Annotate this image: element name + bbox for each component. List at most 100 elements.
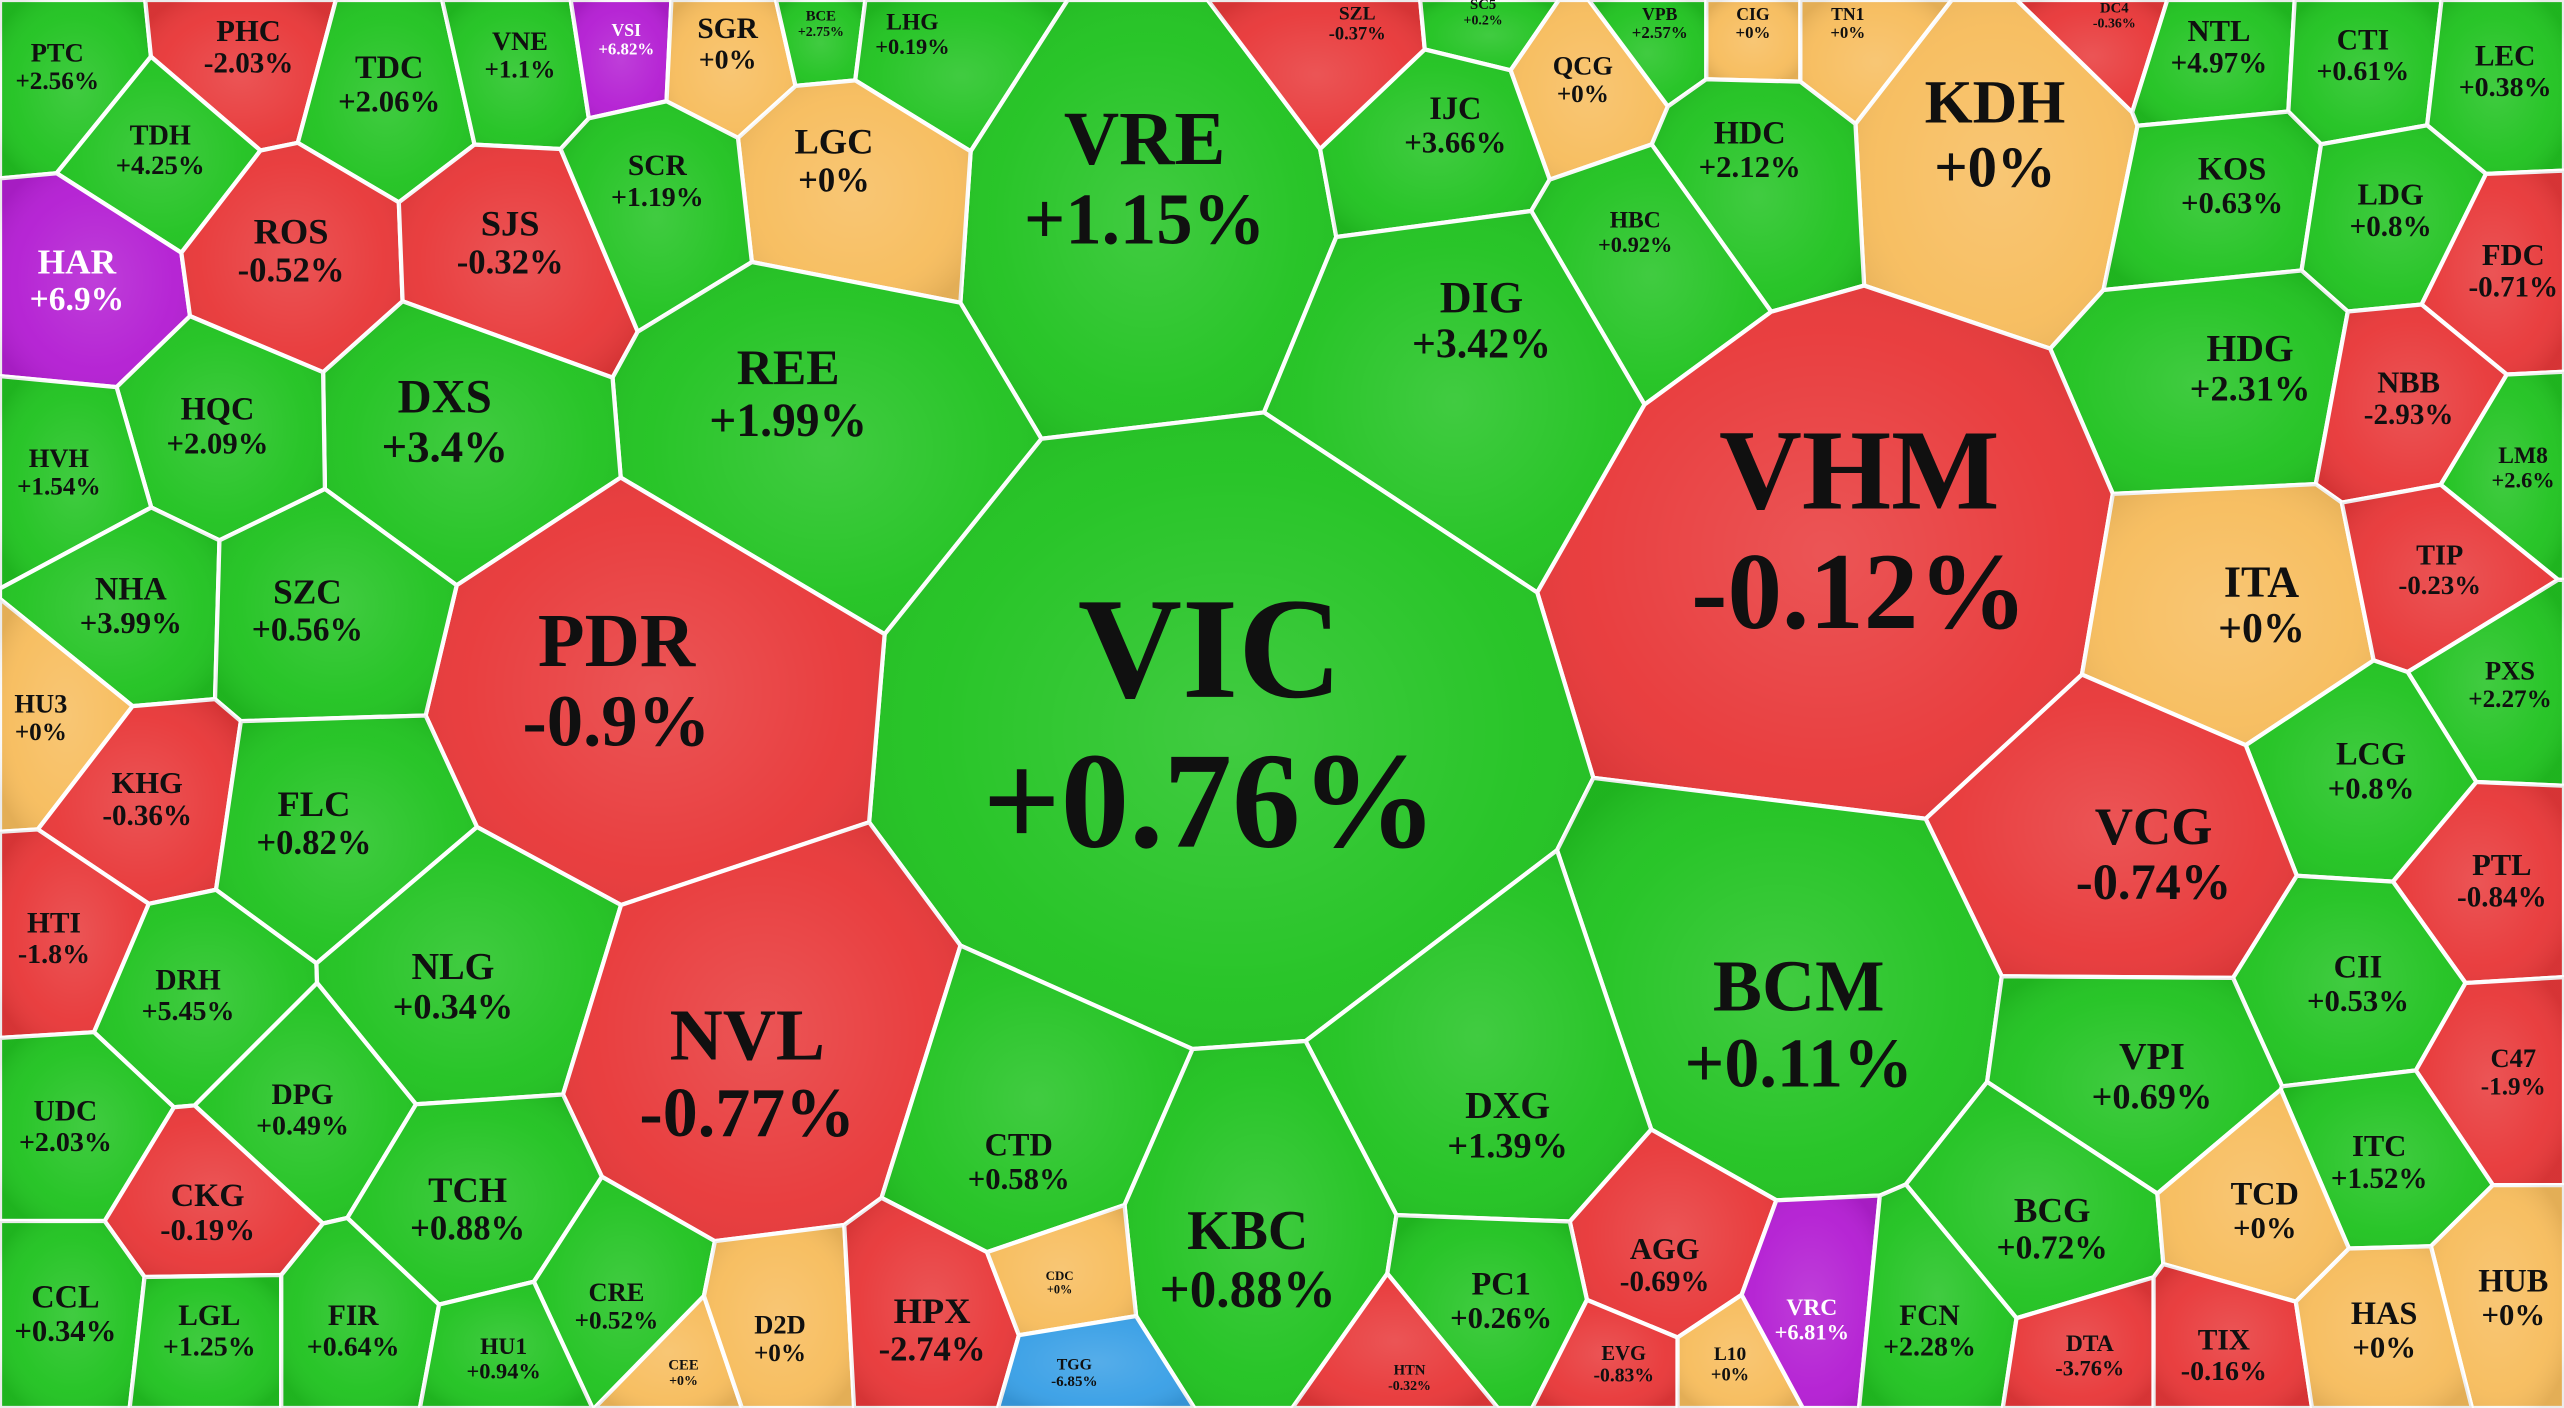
change-label: +0.34% <box>393 987 514 1027</box>
change-label: +0.38% <box>2459 72 2552 103</box>
ticker-label: LGL <box>178 1300 240 1332</box>
ticker-label: LEC <box>2475 41 2536 73</box>
ticker-label: FDC <box>2482 238 2545 272</box>
ticker-label: VRC <box>1786 1295 1837 1321</box>
change-label: +0.63% <box>2181 186 2283 220</box>
ticker-label: SZC <box>273 573 342 612</box>
ticker-label: NVL <box>670 993 825 1075</box>
change-label: +3.4% <box>382 421 508 471</box>
ticker-label: HTI <box>27 907 81 939</box>
ticker-label: SC5 <box>1470 0 1496 13</box>
change-label: +1.54% <box>17 474 101 501</box>
change-label: +0.88% <box>1159 1261 1335 1319</box>
change-label: +2.28% <box>1883 1331 1976 1362</box>
change-label: +6.82% <box>598 39 654 58</box>
ticker-label: LM8 <box>2498 443 2548 469</box>
change-label: +2.75% <box>798 25 844 40</box>
change-label: +3.66% <box>1404 125 1506 159</box>
ticker-label: VRE <box>1064 96 1226 181</box>
ticker-label: DXG <box>1465 1085 1550 1127</box>
change-label: -0.9% <box>523 681 711 762</box>
change-label: +0.76% <box>983 725 1438 877</box>
ticker-label: PXS <box>2485 656 2535 686</box>
change-label: +2.03% <box>19 1127 112 1158</box>
ticker-label: HDC <box>1714 115 1786 151</box>
change-label: +1.52% <box>2331 1163 2428 1195</box>
ticker-label: AGG <box>1630 1232 1700 1266</box>
change-label: +4.97% <box>2171 48 2268 80</box>
change-label: +0% <box>1830 23 1865 42</box>
change-label: +0.26% <box>1450 1301 1552 1335</box>
change-label: -0.36% <box>2093 17 2136 32</box>
ticker-label: KDH <box>1925 68 2066 136</box>
ticker-label: PC1 <box>1471 1267 1530 1303</box>
ticker-label: PTL <box>2472 848 2531 882</box>
change-label: +0.53% <box>2307 984 2409 1018</box>
change-label: +0% <box>2218 606 2305 652</box>
change-label: +3.99% <box>80 606 182 640</box>
change-label: +1.25% <box>163 1331 256 1362</box>
ticker-label: KOS <box>2198 151 2266 187</box>
change-label: +0.92% <box>1598 232 1672 257</box>
change-label: +0% <box>2352 1331 2416 1365</box>
change-label: +0.82% <box>256 824 371 862</box>
ticker-label: DIG <box>1440 273 1523 322</box>
ticker-label: SCR <box>628 150 688 182</box>
change-label: -0.12% <box>1691 531 2027 652</box>
change-label: +0% <box>1047 1283 1072 1297</box>
ticker-label: HAS <box>2351 1296 2418 1332</box>
change-label: +0% <box>2481 1298 2545 1332</box>
change-label: +0.64% <box>307 1331 400 1362</box>
ticker-label: TDC <box>355 50 423 86</box>
ticker-label: HAR <box>38 242 117 281</box>
ticker-label: EVG <box>1601 1343 1646 1365</box>
ticker-label: CKG <box>171 1178 245 1214</box>
ticker-label: DTA <box>2066 1331 2114 1357</box>
ticker-label: DRH <box>155 965 220 997</box>
change-label: +0.72% <box>1997 1229 2108 1266</box>
change-label: -0.83% <box>1594 1365 1654 1386</box>
ticker-label: HVH <box>29 443 90 473</box>
ticker-label: REE <box>737 339 840 395</box>
ticker-label: TIX <box>2198 1324 2250 1356</box>
ticker-label: VCG <box>2095 798 2213 856</box>
ticker-label: VIC <box>1078 569 1342 729</box>
ticker-label: QCG <box>1553 51 1613 81</box>
ticker-label: TCD <box>2231 1177 2299 1213</box>
ticker-label: HBC <box>1610 208 1661 234</box>
change-label: +0.8% <box>2328 771 2415 805</box>
change-label: +0.49% <box>256 1111 349 1142</box>
ticker-label: LGC <box>794 122 873 162</box>
ticker-label: FLC <box>277 784 350 824</box>
change-label: +2.31% <box>2190 369 2311 409</box>
ticker-label: CTD <box>985 1128 1053 1164</box>
ticker-label: FIR <box>328 1300 379 1332</box>
ticker-label: ITA <box>2224 557 2299 606</box>
change-label: +0% <box>669 1374 698 1389</box>
change-label: +4.25% <box>116 150 205 180</box>
change-label: +0% <box>15 719 67 746</box>
ticker-label: BCG <box>2014 1191 2091 1230</box>
ticker-label: KBC <box>1187 1200 1308 1262</box>
change-label: -0.84% <box>2457 882 2547 914</box>
ticker-label: KHG <box>112 766 183 800</box>
ticker-label: VPB <box>1642 4 1678 24</box>
ticker-label: HTN <box>1394 1363 1426 1379</box>
ticker-label: NLG <box>412 946 495 988</box>
change-label: +0.52% <box>575 1308 659 1335</box>
ticker-label: CEE <box>668 1358 698 1374</box>
change-label: +6.81% <box>1775 1319 1849 1344</box>
ticker-label: HU1 <box>480 1334 527 1360</box>
change-label: -0.32% <box>1388 1379 1431 1394</box>
change-label: +3.42% <box>1412 322 1551 368</box>
ticker-label: LHG <box>886 10 938 36</box>
change-label: +1.15% <box>1024 179 1266 260</box>
change-label: +6.9% <box>30 281 125 318</box>
ticker-label: CIG <box>1736 4 1770 24</box>
change-label: +1.39% <box>1447 1126 1568 1166</box>
ticker-label: TGG <box>1057 1356 1092 1373</box>
change-label: -0.52% <box>238 252 345 290</box>
change-label: +0.58% <box>968 1162 1070 1196</box>
